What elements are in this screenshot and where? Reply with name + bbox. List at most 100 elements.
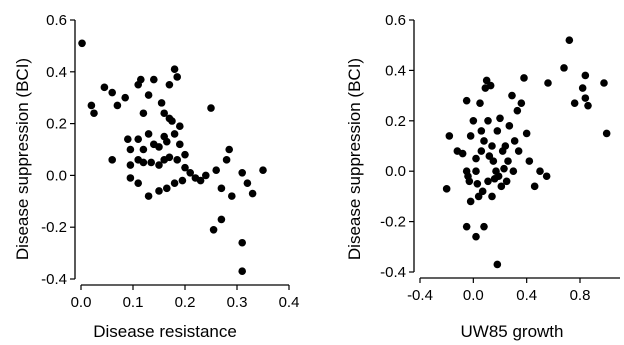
scatter-point — [170, 179, 179, 187]
scatter-point — [520, 74, 528, 82]
scatter-point — [238, 169, 246, 177]
scatter-point — [248, 189, 257, 198]
scatter-point — [504, 157, 512, 165]
scatter-point — [493, 260, 502, 269]
scatter-point — [150, 75, 158, 84]
scatter-point — [469, 117, 478, 125]
y-tick-label: -0.2 — [380, 214, 406, 231]
scatter-point — [544, 79, 552, 87]
y-tick-label: 0.0 — [46, 167, 67, 184]
scatter-point — [584, 101, 592, 110]
scatter-point — [514, 147, 523, 155]
scatter-point — [238, 238, 246, 247]
scatter-point — [134, 179, 142, 187]
y-tick-label: -0.4 — [380, 264, 406, 281]
scatter-point — [168, 117, 176, 125]
x-axis-title: Disease resistance — [93, 322, 237, 341]
scatter-point — [522, 129, 531, 138]
scatter-point — [480, 137, 488, 145]
scatter-point — [489, 157, 498, 165]
scatter-point — [462, 96, 471, 105]
scatter-point — [217, 184, 226, 193]
scatter-point — [90, 109, 98, 118]
scatter-point — [144, 130, 153, 138]
scatter-point — [508, 91, 516, 100]
scatter-point — [602, 129, 611, 138]
scatter-point — [238, 267, 246, 276]
scatter-point — [113, 101, 122, 110]
scatter-point — [225, 145, 233, 154]
scatter-point — [108, 88, 116, 97]
scatter-point — [473, 180, 482, 188]
y-tick-label: 0.6 — [385, 12, 406, 29]
scatter-point — [466, 197, 475, 206]
panel-disease-resistance: Disease suppression (BCI) Disease resist… — [13, 12, 299, 341]
scatter-point — [212, 166, 220, 175]
y-tick-label: -0.4 — [41, 271, 67, 288]
scatter-point — [510, 137, 519, 145]
y-tick-label: 0.2 — [385, 113, 406, 130]
scatter-point — [259, 166, 267, 175]
scatter-point — [477, 147, 486, 155]
scatter-point — [581, 71, 590, 80]
scatter-point — [530, 182, 539, 191]
scatter-point — [207, 104, 215, 112]
scatter-point — [578, 84, 587, 92]
scatter-point — [139, 109, 148, 118]
scatter-point — [501, 142, 510, 150]
scatter-point — [155, 187, 163, 195]
y-axis-title: Disease suppression (BCI) — [13, 58, 32, 260]
scatter-point — [570, 99, 579, 107]
scatter-point — [228, 192, 236, 200]
scatter-point — [108, 156, 116, 164]
scatter-point — [202, 171, 210, 180]
scatter-point — [458, 149, 467, 158]
scatter-point — [462, 222, 471, 231]
scatter-point — [496, 114, 504, 123]
scatter-point — [565, 36, 574, 44]
scatter-point — [178, 176, 187, 185]
scatter-point — [181, 150, 189, 159]
scatter-point — [181, 163, 189, 172]
scatter-point — [144, 192, 153, 200]
scatter-point — [517, 99, 526, 107]
scatter-point — [445, 132, 454, 140]
y-tick-label: 0.4 — [46, 64, 67, 81]
scatter-point — [147, 158, 155, 167]
scatter-point — [126, 174, 135, 182]
scatter-point — [126, 161, 135, 169]
scatter-point — [472, 232, 480, 241]
scatter-point — [513, 106, 522, 115]
scatter-point — [87, 101, 96, 110]
scatter-point — [472, 167, 480, 175]
scatter-point — [209, 225, 218, 234]
scatter-point — [165, 153, 174, 162]
scatter-point — [484, 117, 492, 125]
scatter-point — [484, 177, 492, 186]
x-tick-label: 0.4 — [279, 294, 300, 311]
scatter-point — [134, 135, 142, 143]
x-tick-label: 0.8 — [570, 287, 591, 304]
x-tick-label: 0.0 — [71, 294, 92, 311]
scatter-point — [126, 145, 135, 154]
scatter-point — [170, 130, 179, 138]
scatter-point — [525, 157, 534, 165]
scatter-point — [536, 167, 544, 175]
scatter-point — [100, 83, 109, 92]
scatter-point — [155, 161, 163, 169]
scatter-point — [600, 79, 608, 87]
scatter-point — [494, 172, 503, 181]
scatter-point — [542, 172, 551, 181]
scatter-point — [121, 93, 129, 102]
x-tick-label: 0.2 — [175, 294, 196, 311]
scatter-point — [163, 137, 171, 146]
x-axis-title: UW85 growth — [461, 322, 564, 341]
scatter-point — [173, 73, 181, 81]
scatter-point — [474, 192, 483, 201]
scatter-point — [486, 81, 495, 90]
scatter-point — [186, 169, 194, 177]
x-tick-label: 0.1 — [123, 294, 144, 311]
scatter-point — [139, 145, 148, 154]
scatter-point — [176, 140, 184, 149]
scatter-point — [442, 185, 451, 193]
